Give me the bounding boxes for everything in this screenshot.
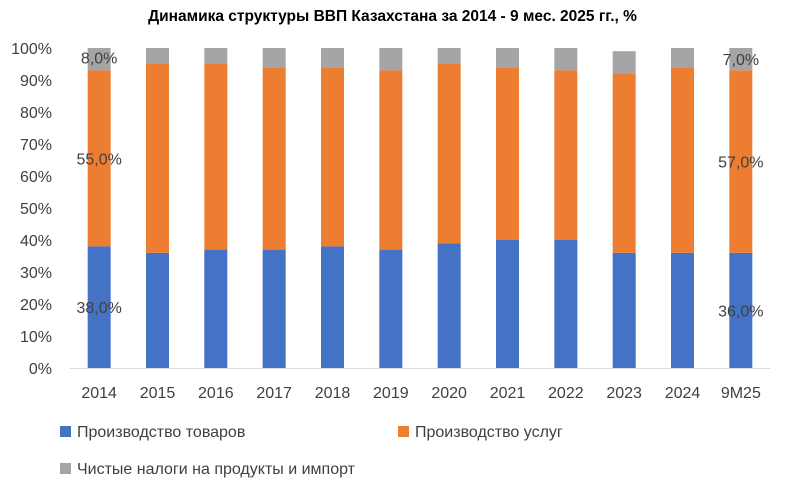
bar-segment bbox=[437, 48, 461, 64]
bar-segment bbox=[554, 70, 578, 241]
bar-segment bbox=[262, 48, 286, 68]
bar-segment bbox=[612, 252, 636, 368]
y-tick-label: 10% bbox=[20, 329, 52, 346]
y-tick-label: 90% bbox=[20, 73, 52, 90]
legend-swatch bbox=[398, 426, 409, 437]
x-tick-label: 2022 bbox=[548, 385, 584, 402]
x-tick-label: 2023 bbox=[606, 385, 642, 402]
x-tick-label: 2021 bbox=[490, 385, 526, 402]
data-label: 8,0% bbox=[81, 51, 117, 68]
x-tick-label: 2014 bbox=[81, 385, 117, 402]
bar-segment bbox=[87, 48, 111, 71]
bar-segment bbox=[554, 240, 578, 368]
data-label: 7,0% bbox=[723, 52, 759, 69]
x-tick-label: 2016 bbox=[198, 385, 234, 402]
bar-segment bbox=[262, 67, 286, 250]
bar-segment bbox=[729, 252, 753, 368]
y-tick-label: 50% bbox=[20, 201, 52, 218]
bar-segment bbox=[379, 70, 403, 250]
y-tick-label: 0% bbox=[29, 361, 52, 378]
x-tick-label: 2020 bbox=[431, 385, 467, 402]
bar-segment bbox=[437, 243, 461, 368]
x-tick-label: 2019 bbox=[373, 385, 409, 402]
bar-segment bbox=[321, 246, 344, 368]
y-tick-label: 40% bbox=[20, 233, 52, 250]
bar-segment bbox=[554, 48, 578, 71]
y-tick-label: 30% bbox=[20, 265, 52, 282]
bar-segment bbox=[729, 70, 753, 253]
legend-swatch bbox=[60, 426, 71, 437]
y-tick-label: 80% bbox=[20, 105, 52, 122]
bar-segment bbox=[671, 48, 694, 68]
bar-segment bbox=[146, 48, 169, 64]
data-label: 36,0% bbox=[718, 303, 763, 320]
data-label: 55,0% bbox=[76, 151, 121, 168]
data-label: 38,0% bbox=[76, 300, 121, 317]
data-label: 57,0% bbox=[718, 155, 763, 172]
legend-label: Производство товаров bbox=[77, 424, 245, 441]
bar-segment bbox=[437, 64, 461, 244]
bar-segment bbox=[321, 48, 344, 68]
bar-segment bbox=[729, 48, 753, 71]
x-tick-label: 9M25 bbox=[721, 385, 761, 402]
legend-swatch bbox=[60, 463, 71, 474]
bar-segment bbox=[496, 67, 519, 240]
y-tick-label: 100% bbox=[11, 41, 52, 58]
bar-segment bbox=[612, 51, 636, 74]
bar-segment bbox=[87, 246, 111, 368]
legend-label: Производство услуг bbox=[415, 424, 563, 441]
bar-segment bbox=[379, 249, 403, 368]
bar-segment bbox=[496, 240, 519, 368]
y-tick-label: 70% bbox=[20, 137, 52, 154]
x-tick-label: 2018 bbox=[315, 385, 351, 402]
bar-segment bbox=[496, 48, 519, 68]
bar-segment bbox=[379, 48, 403, 71]
bar-segment bbox=[204, 64, 228, 250]
bar-segment bbox=[146, 64, 169, 253]
y-tick-label: 20% bbox=[20, 297, 52, 314]
x-tick-label: 2015 bbox=[140, 385, 176, 402]
bar-segment bbox=[204, 249, 228, 368]
bar-segment bbox=[671, 67, 694, 253]
x-tick-label: 2024 bbox=[665, 385, 701, 402]
bar-segment bbox=[262, 249, 286, 368]
chart-title: Динамика структуры ВВП Казахстана за 201… bbox=[148, 8, 637, 25]
bar-segment bbox=[671, 252, 694, 368]
x-tick-label: 2017 bbox=[256, 385, 292, 402]
y-tick-label: 60% bbox=[20, 169, 52, 186]
bar-segment bbox=[146, 252, 169, 368]
bar-segment bbox=[87, 70, 111, 247]
bar-segment bbox=[321, 67, 344, 247]
bar-segment bbox=[204, 48, 228, 64]
legend-label: Чистые налоги на продукты и импорт bbox=[77, 461, 356, 478]
bar-segment bbox=[612, 73, 636, 253]
